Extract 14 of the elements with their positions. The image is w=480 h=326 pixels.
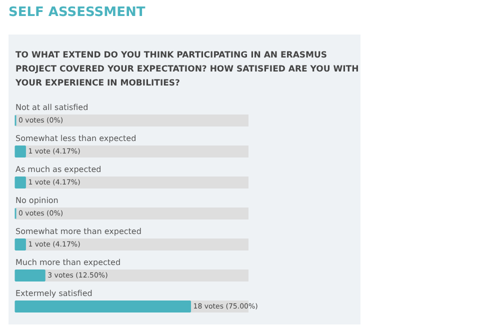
bar xyxy=(14,146,26,158)
chart-title: SELF ASSESSMENT xyxy=(8,5,146,20)
y-tick-label: Somewhat more than expected xyxy=(16,227,142,236)
y-tick-label: Much more than expected xyxy=(16,258,121,267)
bar xyxy=(14,270,46,282)
chart-subtitle: TO WHAT EXTEND DO YOU THINK PARTICIPATING IN AN ERASMUS PROJECT COVERED YOUR EXPECTATION? HOW SATISFIED ARE YOU WITH YOUR EXPERIENCE IN MOBILITIES? xyxy=(14,50,359,88)
y-tick-label: As much as expected xyxy=(16,165,102,174)
bar xyxy=(14,300,191,312)
y-tick-label: Not at all satisfied xyxy=(16,103,88,112)
bar xyxy=(14,238,26,250)
y-tick-label: Somewhat less than expected xyxy=(16,134,136,143)
bar xyxy=(14,176,26,188)
y-tick-label: Extermely satisfied xyxy=(16,289,92,298)
y-tick-label: No opinion xyxy=(16,196,58,205)
